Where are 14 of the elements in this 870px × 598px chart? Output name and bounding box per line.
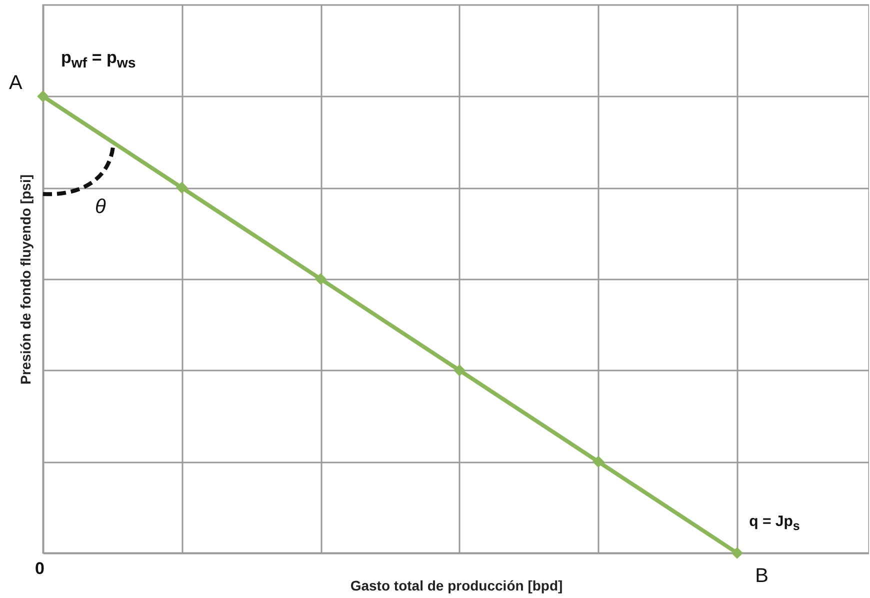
point	[314, 273, 327, 285]
x-axis-title: Gasto total de producción [bpd]	[350, 578, 563, 594]
point	[37, 90, 49, 102]
point	[592, 456, 604, 468]
text: A	[9, 72, 22, 96]
y-axis-title: Presión de fondo fluyendo [psi]	[18, 174, 34, 384]
point	[454, 364, 466, 376]
annotation: q = Jp$_{s}$	[749, 513, 800, 533]
text: 0	[35, 559, 44, 579]
text: B	[755, 565, 768, 588]
annotation: θ	[95, 196, 106, 220]
point	[731, 547, 744, 559]
text: p$_{wf}$ = p$_{ws}$	[61, 48, 136, 72]
point	[176, 182, 188, 194]
